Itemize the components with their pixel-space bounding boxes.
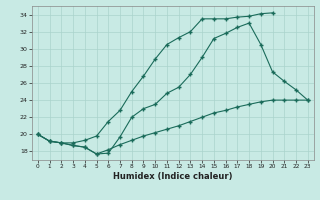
X-axis label: Humidex (Indice chaleur): Humidex (Indice chaleur) bbox=[113, 172, 233, 181]
